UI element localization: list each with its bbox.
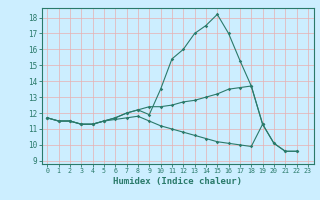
- X-axis label: Humidex (Indice chaleur): Humidex (Indice chaleur): [113, 177, 242, 186]
